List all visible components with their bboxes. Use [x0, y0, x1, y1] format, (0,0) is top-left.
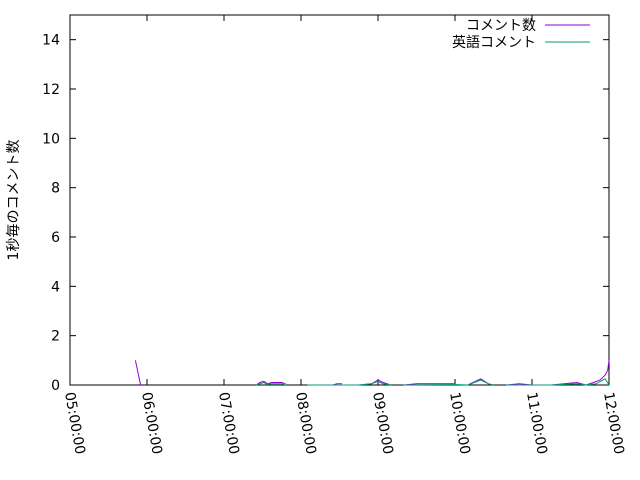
series-line-2	[255, 378, 610, 386]
x-tick-label: 05:00:00	[61, 391, 88, 456]
legend-label: 英語コメント	[452, 34, 536, 51]
x-tick-label: 07:00:00	[215, 391, 242, 456]
y-tick-label: 2	[51, 329, 60, 345]
y-tick-label: 8	[51, 181, 60, 197]
x-tick-label: 06:00:00	[138, 391, 165, 456]
y-tick-label: 14	[42, 33, 60, 49]
y-tick-label: 6	[51, 230, 60, 246]
series-line-1	[134, 360, 610, 386]
y-axis-label: 1秒毎のコメント数	[6, 140, 22, 261]
y-tick-label: 10	[42, 131, 60, 147]
x-tick-label: 09:00:00	[369, 391, 396, 456]
x-tick-label: 12:00:00	[600, 391, 627, 456]
plot-border	[69, 14, 610, 386]
x-tick-label: 11:00:00	[523, 391, 550, 456]
y-tick-label: 4	[51, 279, 60, 295]
legend-label: コメント数	[466, 18, 536, 34]
y-tick-label: 0	[51, 378, 60, 394]
x-tick-label: 08:00:00	[292, 391, 319, 456]
x-tick-label: 10:00:00	[446, 391, 473, 456]
y-tick-label: 12	[42, 82, 60, 98]
